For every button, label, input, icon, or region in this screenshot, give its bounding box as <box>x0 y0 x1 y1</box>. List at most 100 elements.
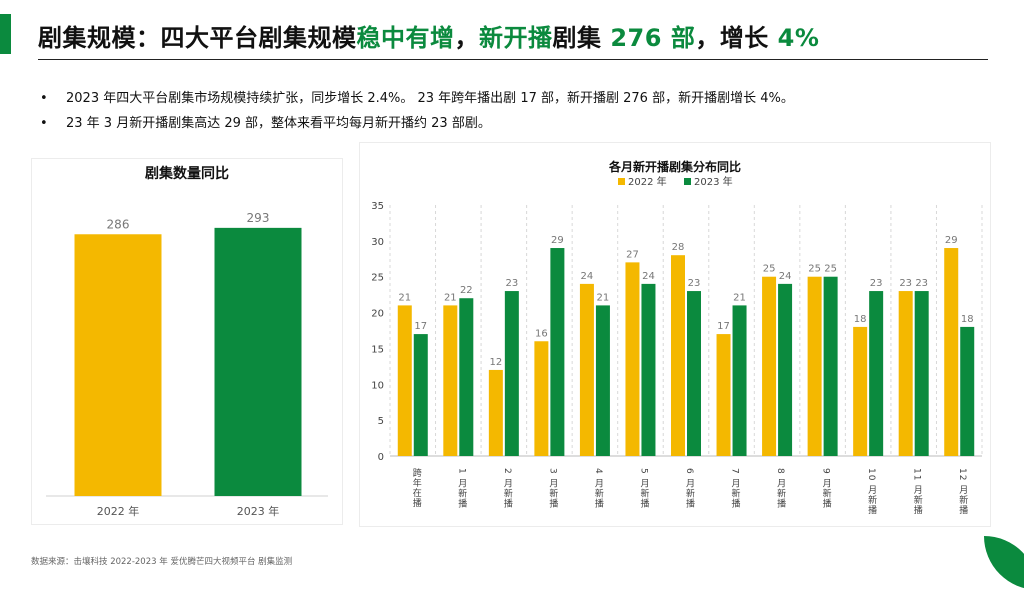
x-tick-label: 12 月新播 <box>957 468 968 515</box>
x-tick-label: 8 月新播 <box>775 468 786 509</box>
title-segment: ， <box>454 24 479 52</box>
bar-2022 <box>762 276 777 456</box>
data-label: 29 <box>945 235 958 246</box>
bar-2023 <box>960 326 975 456</box>
summary-bullets: 2023 年四大平台剧集市场规模持续扩张，同步增长 2.4%。 23 年跨年播出… <box>40 86 890 136</box>
y-tick-label: 10 <box>371 380 384 391</box>
x-tick-label: 7 月新播 <box>730 468 741 509</box>
data-label: 16 <box>535 328 548 339</box>
data-label: 21 <box>733 292 746 303</box>
y-tick-label: 25 <box>371 273 384 284</box>
bar-2022 <box>443 305 458 456</box>
y-tick-label: 35 <box>371 201 384 212</box>
bar-2023 <box>459 298 474 456</box>
bar-2022 <box>898 291 913 456</box>
bar-2022 <box>944 248 959 456</box>
data-source-note: 数据来源：击壤科技 2022-2023 年 爱优腾芒四大视频平台 剧集监测 <box>31 557 293 567</box>
data-label: 21 <box>398 292 411 303</box>
x-tick-label: 2022 年 <box>97 504 140 518</box>
data-label: 18 <box>854 314 867 325</box>
bar-2023 <box>504 291 519 456</box>
bar-2023 <box>869 291 884 456</box>
legend-swatch-2022 <box>618 178 625 185</box>
bar-2022 <box>807 276 822 456</box>
bar-2022 <box>716 334 731 456</box>
bar-2023 <box>595 305 610 456</box>
x-tick-label: 1 月新播 <box>456 468 467 509</box>
data-label: 25 <box>824 264 837 275</box>
x-tick-label: 2 月新播 <box>502 468 513 509</box>
data-label: 23 <box>505 278 518 289</box>
y-tick-label: 20 <box>371 309 384 320</box>
title-segment: 276 部 <box>610 24 696 52</box>
x-tick-label: 11 月新播 <box>912 468 923 515</box>
title-segment: 4% <box>777 24 820 52</box>
bar-2023 <box>778 283 793 456</box>
title-segment: 剧集规模：四大平台剧集规模 <box>38 24 357 52</box>
x-tick-label: 跨年在播 <box>411 468 422 508</box>
bar-2023 <box>687 291 701 456</box>
data-label: 286 <box>107 217 130 231</box>
bar-2023 <box>214 227 302 496</box>
bar-2022 <box>397 305 412 456</box>
bar-2022 <box>671 255 685 456</box>
data-label: 23 <box>870 278 883 289</box>
data-label: 17 <box>414 321 427 332</box>
y-tick-label: 0 <box>378 452 384 463</box>
yearly-count-chart: 剧集数量同比 286 2022 年 293 2023 年 <box>46 165 328 518</box>
bar-2023 <box>413 334 428 456</box>
x-tick-label: 10 月新播 <box>866 468 877 515</box>
page-title: 剧集规模：四大平台剧集规模稳中有增，新开播剧集 276 部，增长 4% <box>38 18 819 53</box>
chart-title: 各月新开播剧集分布同比 <box>608 159 741 174</box>
x-tick-label: 9 月新播 <box>821 468 832 509</box>
y-tick-label: 30 <box>371 237 384 248</box>
data-label: 12 <box>489 357 502 368</box>
x-tick-label: 5 月新播 <box>638 468 649 509</box>
data-label: 24 <box>779 271 792 282</box>
bullet-item: 23 年 3 月新开播剧集高达 29 部，整体来看平均每月新开播约 23 部剧。 <box>40 111 890 136</box>
x-tick-label: 4 月新播 <box>593 468 604 509</box>
bar-2023 <box>914 291 929 456</box>
title-divider <box>38 59 988 60</box>
bar-2023 <box>550 248 565 456</box>
data-label: 21 <box>444 292 457 303</box>
bar-2022 <box>853 326 868 456</box>
data-label: 23 <box>915 278 928 289</box>
data-label: 21 <box>597 292 610 303</box>
data-label: 24 <box>581 271 594 282</box>
legend-label: 2022 年 <box>628 175 667 188</box>
title-segment: 增长 <box>719 24 778 52</box>
title-segment: ， <box>695 24 720 52</box>
bar-2022 <box>579 283 594 456</box>
title-segment: 剧集 <box>552 24 611 52</box>
chart-title: 剧集数量同比 <box>145 165 229 182</box>
title-accent-bar <box>0 14 11 54</box>
x-tick-label: 3 月新播 <box>547 468 558 509</box>
bar-2022 <box>625 262 640 456</box>
y-tick-label: 15 <box>371 344 384 355</box>
bar-2023 <box>823 276 838 456</box>
legend-label: 2023 年 <box>694 175 733 188</box>
legend-swatch-2023 <box>684 178 691 185</box>
y-tick-label: 5 <box>378 416 384 427</box>
data-label: 25 <box>763 264 776 275</box>
title-segment: 稳中有增 <box>356 24 455 52</box>
data-label: 23 <box>899 278 912 289</box>
data-label: 27 <box>626 249 639 260</box>
data-label: 18 <box>961 314 974 325</box>
yearly-count-chart-panel: 剧集数量同比 286 2022 年 293 2023 年 <box>31 158 343 525</box>
data-label: 22 <box>460 285 473 296</box>
monthly-distribution-chart-panel: 各月新开播剧集分布同比 2022 年 2023 年 0 5 10 15 20 25 30 35 21 1… <box>359 142 991 527</box>
x-tick-label: 6 月新播 <box>684 468 695 509</box>
bullet-item: 2023 年四大平台剧集市场规模持续扩张，同步增长 2.4%。 23 年跨年播出… <box>40 86 890 111</box>
data-label: 293 <box>247 211 270 225</box>
x-tick-label: 2023 年 <box>237 504 280 518</box>
data-label: 25 <box>808 264 821 275</box>
data-label: 23 <box>688 278 701 289</box>
data-label: 24 <box>642 271 655 282</box>
bar-2022 <box>488 369 503 456</box>
bar-2022 <box>534 341 549 456</box>
data-label: 28 <box>672 242 685 253</box>
data-label: 29 <box>551 235 564 246</box>
